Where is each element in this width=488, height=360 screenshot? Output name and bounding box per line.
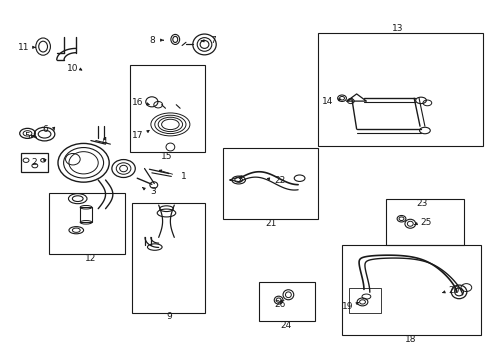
- Text: 17: 17: [132, 131, 143, 140]
- Bar: [222, 148, 317, 220]
- Text: 19: 19: [342, 302, 353, 311]
- Bar: [80, 207, 92, 222]
- Text: 26: 26: [273, 300, 285, 309]
- Text: 11: 11: [19, 43, 30, 52]
- Text: 25: 25: [419, 218, 431, 227]
- Bar: [341, 245, 480, 335]
- Bar: [259, 282, 315, 320]
- Text: 7: 7: [209, 36, 215, 45]
- Text: 21: 21: [265, 219, 276, 228]
- Text: 8: 8: [149, 36, 154, 45]
- Text: 22: 22: [273, 176, 285, 185]
- Text: 3: 3: [150, 187, 155, 196]
- Text: 1: 1: [180, 172, 186, 181]
- Text: 18: 18: [404, 335, 415, 344]
- Bar: [49, 193, 125, 253]
- Text: 10: 10: [67, 64, 79, 73]
- Text: 2: 2: [31, 158, 37, 167]
- Text: 24: 24: [280, 321, 291, 330]
- Text: 6: 6: [42, 125, 48, 134]
- Text: 4: 4: [102, 137, 107, 146]
- Text: 12: 12: [85, 254, 97, 263]
- Bar: [21, 153, 48, 172]
- Text: 15: 15: [161, 152, 172, 161]
- Text: 13: 13: [391, 24, 403, 33]
- Bar: [130, 65, 205, 152]
- Text: 16: 16: [132, 98, 143, 107]
- Bar: [132, 203, 205, 313]
- Text: 23: 23: [416, 199, 427, 208]
- Text: 9: 9: [166, 312, 171, 321]
- Bar: [317, 33, 483, 146]
- Text: 20: 20: [447, 286, 459, 295]
- Text: 5: 5: [24, 132, 30, 141]
- Text: 14: 14: [321, 97, 332, 106]
- Bar: [385, 199, 463, 245]
- Bar: [348, 288, 380, 313]
